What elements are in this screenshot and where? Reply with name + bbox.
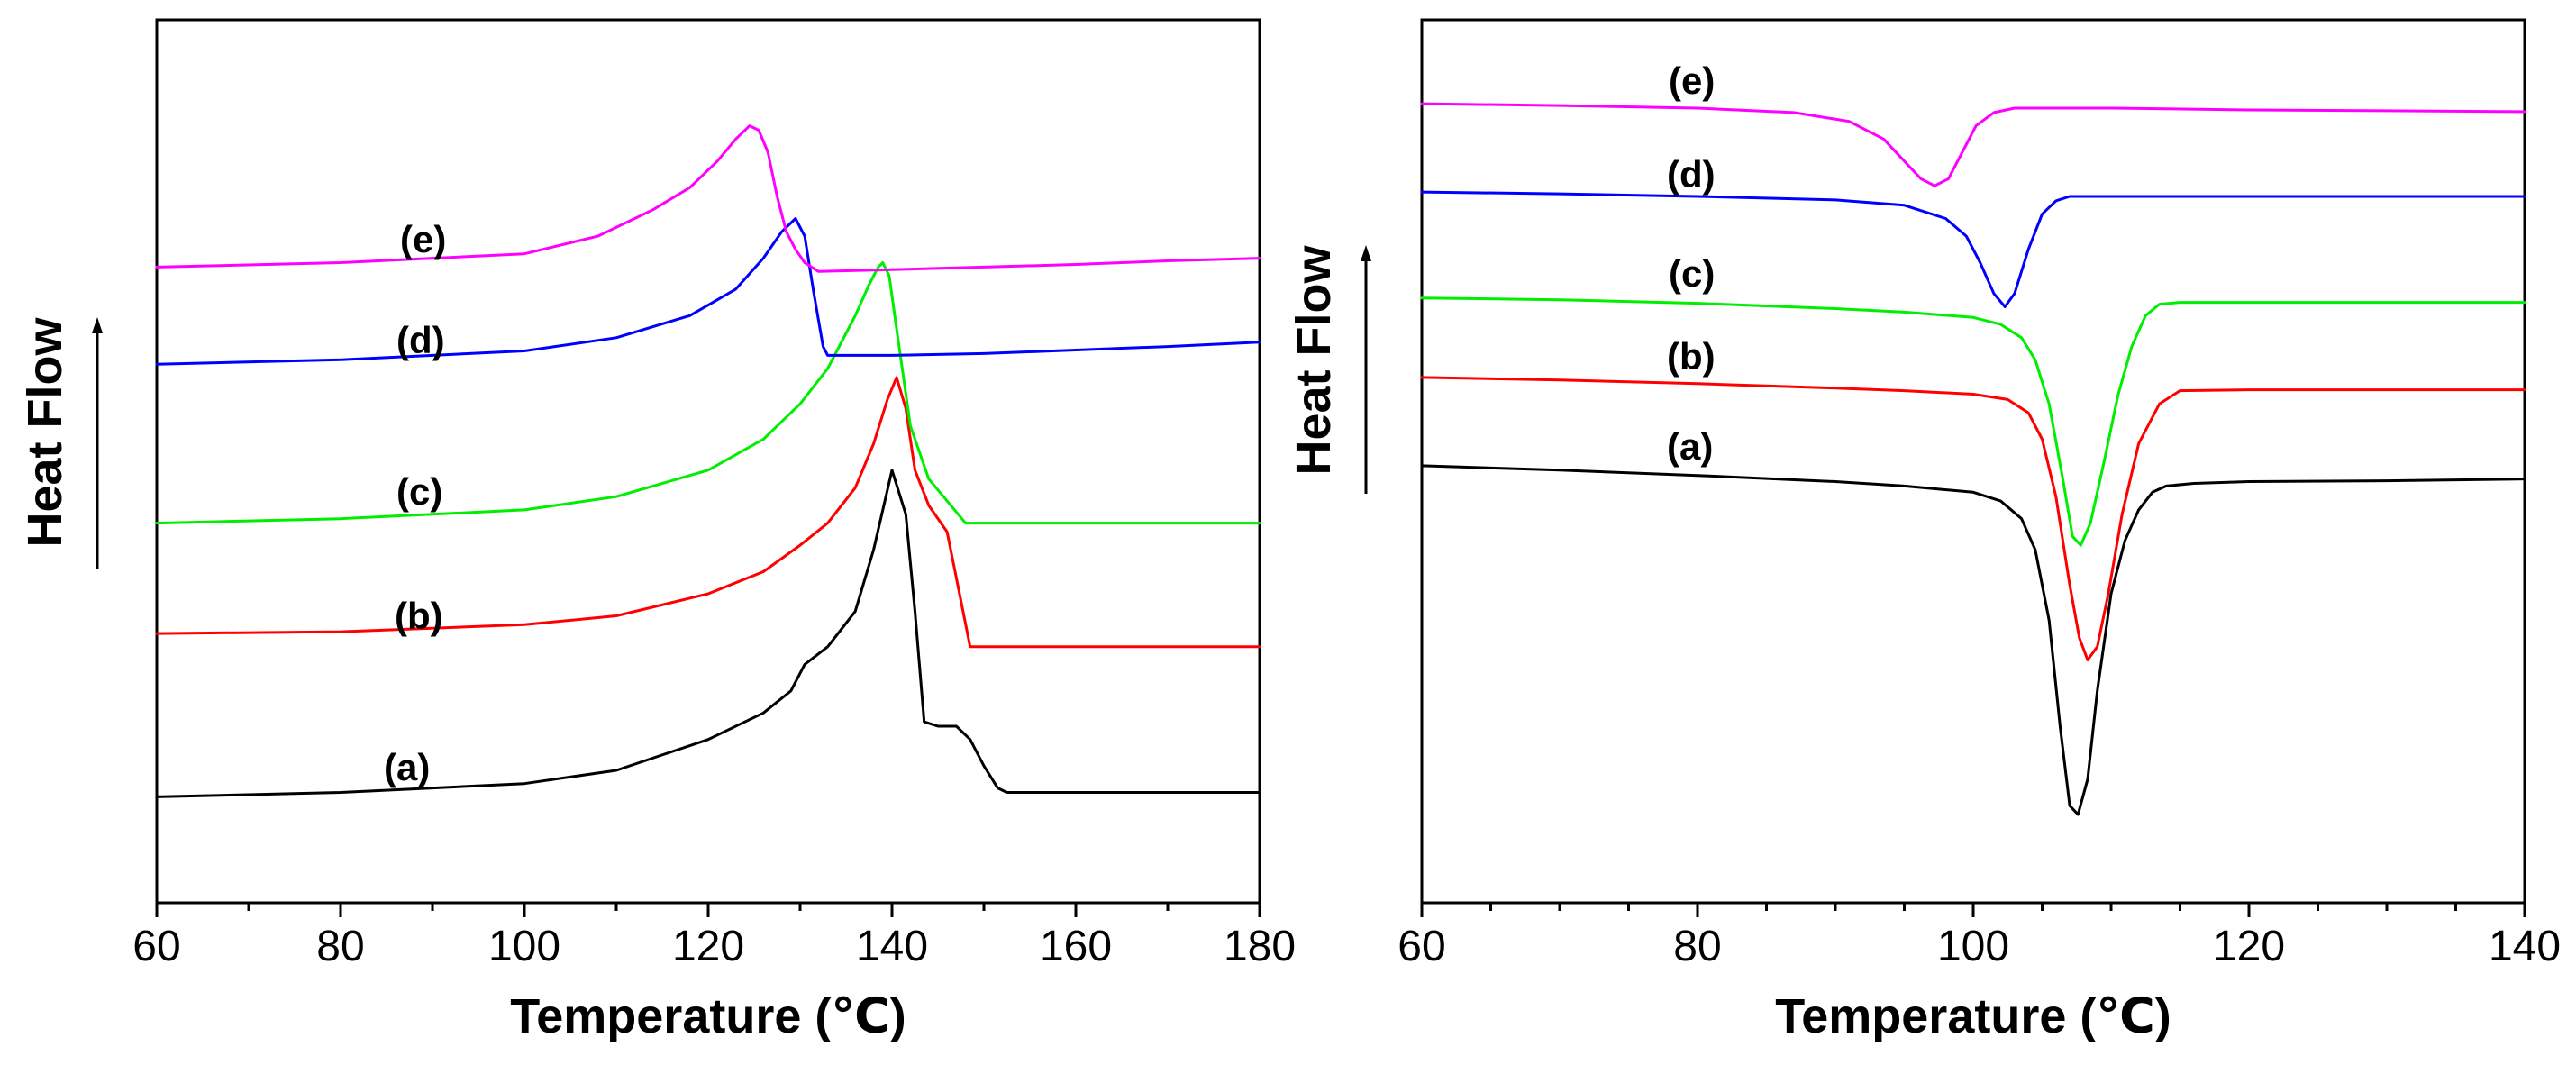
left-y-arrow-head: [92, 317, 103, 333]
right-label-b: (b): [1667, 335, 1716, 378]
left-x-axis: 60 80 100 120 140 160 180: [132, 903, 1296, 970]
right-label-d: (d): [1667, 153, 1716, 196]
left-series-a: [155, 469, 1261, 798]
left-x-tick-label: 180: [1224, 923, 1296, 970]
right-series-c: [1420, 296, 2526, 547]
right-panel: 60 80 100 120 140 (e) (d) (c) (b) (a) Temper…: [1287, 18, 2561, 1043]
left-series-d: [155, 217, 1261, 366]
right-x-tick-label: 100: [1937, 923, 2009, 970]
left-label-c: (c): [396, 470, 442, 513]
right-x-axis: 60 80 100 120 140: [1397, 903, 2561, 970]
right-y-axis-title: Heat Flow: [1287, 244, 1341, 475]
right-plot-frame: [1420, 18, 2526, 905]
right-series-a: [1420, 464, 2526, 816]
right-curves: [1420, 102, 2526, 816]
right-series-b: [1420, 376, 2526, 661]
left-x-tick-label: 140: [856, 923, 928, 970]
right-y-arrow-head: [1361, 245, 1371, 261]
right-label-a: (a): [1667, 425, 1713, 468]
right-label-c: (c): [1669, 252, 1715, 295]
left-label-a: (a): [384, 746, 430, 788]
left-panel: 60 80 100 120 140 160 180 (e) (d) (c) (b) (a) …: [18, 18, 1296, 1043]
left-series-b: [155, 376, 1261, 649]
right-x-axis-title: Temperature (℃): [1775, 989, 2171, 1043]
left-curves: [155, 124, 1261, 798]
left-x-tick-label: 80: [316, 923, 364, 970]
left-x-tick-label: 160: [1040, 923, 1112, 970]
right-x-tick-label: 60: [1397, 923, 1445, 970]
right-x-tick-label: 80: [1673, 923, 1721, 970]
left-label-b: (b): [395, 595, 443, 637]
right-x-tick-label: 140: [2489, 923, 2561, 970]
left-label-e: (e): [400, 218, 446, 260]
left-y-axis-title: Heat Flow: [18, 316, 72, 547]
right-series-e: [1420, 102, 2526, 187]
left-plot-frame: [155, 18, 1261, 905]
left-series-c: [155, 261, 1261, 525]
right-label-e: (e): [1669, 59, 1715, 102]
right-x-tick-label: 120: [2213, 923, 2285, 970]
left-x-tick-label: 60: [132, 923, 180, 970]
left-x-axis-title: Temperature (℃): [510, 989, 906, 1043]
left-x-tick-label: 100: [488, 923, 560, 970]
left-x-tick-label: 120: [672, 923, 744, 970]
left-series-e: [155, 124, 1261, 273]
left-label-d: (d): [396, 319, 445, 361]
right-series-d: [1420, 190, 2526, 308]
